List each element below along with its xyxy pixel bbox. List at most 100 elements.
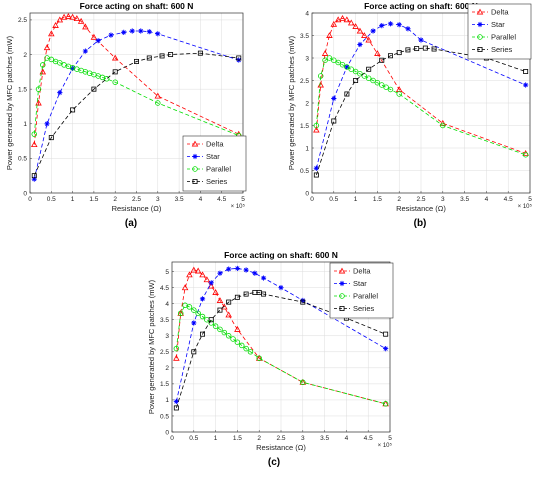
series-series — [173, 289, 389, 411]
x-tick-label: 0.5 — [329, 196, 338, 203]
data-point — [313, 165, 319, 171]
data-point — [300, 299, 306, 305]
y-tick-label: 0.5 — [300, 168, 309, 175]
data-point — [405, 47, 411, 53]
legend-marker — [477, 34, 483, 40]
x-tick-label: 4 — [485, 196, 489, 203]
x-tick-label: 4.5 — [504, 196, 513, 203]
data-point — [221, 329, 228, 336]
legend-entry: Parallel — [491, 33, 516, 42]
data-point — [370, 28, 376, 34]
legend-entry: Star — [491, 20, 505, 29]
data-point — [348, 66, 354, 72]
y-tick-label: 3.5 — [160, 317, 169, 324]
data-point — [203, 276, 211, 283]
data-point — [322, 57, 328, 63]
data-point — [138, 28, 144, 34]
data-point — [361, 32, 368, 38]
x-tick-label: 2 — [113, 196, 117, 203]
x-tick-label: 4 — [199, 196, 203, 203]
data-point — [343, 16, 351, 23]
legend-box — [329, 262, 394, 319]
x-tick-label: 0 — [170, 435, 174, 442]
data-point — [353, 78, 359, 83]
data-point — [313, 122, 320, 129]
data-point — [221, 303, 228, 310]
series-line — [316, 23, 526, 169]
series-line — [316, 47, 526, 176]
data-point — [330, 20, 338, 27]
data-point — [344, 64, 350, 70]
data-point — [217, 326, 223, 333]
data-point — [111, 54, 119, 61]
data-point — [90, 33, 98, 40]
data-point — [234, 325, 241, 332]
data-point — [243, 267, 249, 273]
data-point — [261, 291, 267, 297]
y-tick-label: 2 — [165, 365, 169, 372]
series-line — [33, 57, 239, 136]
data-point — [69, 13, 76, 20]
panel-label: (c) — [268, 457, 280, 468]
data-point — [334, 16, 342, 23]
x-tick-label: 3.5 — [460, 196, 469, 203]
legend-marker — [192, 153, 198, 160]
data-point — [321, 50, 329, 56]
data-point — [326, 32, 333, 38]
data-point — [361, 73, 368, 79]
data-point — [347, 19, 355, 26]
x-tick-label: 1 — [354, 196, 358, 203]
data-point — [35, 86, 42, 92]
chart-title: Force acting on shaft: 600 N — [364, 1, 478, 11]
data-point — [357, 41, 363, 48]
data-point — [234, 294, 240, 300]
x-tick-label: 2.5 — [416, 196, 425, 203]
series-star — [173, 265, 389, 405]
data-point — [159, 53, 165, 59]
data-point — [383, 84, 389, 90]
data-point — [335, 59, 341, 66]
series-series — [31, 50, 242, 179]
series-delta — [173, 266, 389, 407]
x-tick-label: 0.5 — [47, 196, 56, 203]
data-point — [370, 77, 376, 84]
data-point — [194, 267, 202, 274]
legend-marker — [339, 306, 345, 311]
chart-title: Force acting on shaft: 600 N — [224, 250, 338, 260]
data-point — [356, 27, 364, 34]
data-point — [31, 173, 37, 179]
y-tick-label: 0 — [305, 190, 309, 197]
data-point — [405, 26, 411, 32]
y-tick-label: 3 — [165, 333, 169, 340]
data-point — [243, 291, 249, 297]
data-point — [317, 81, 324, 88]
data-point — [225, 311, 232, 318]
data-point — [155, 100, 161, 106]
data-point — [374, 80, 381, 86]
data-point — [243, 345, 249, 352]
x-tick-label: 2.5 — [132, 196, 141, 203]
series-parallel — [173, 302, 389, 407]
x-tick-label: 0.5 — [189, 435, 198, 442]
series-delta — [30, 13, 243, 148]
legend-entry: Series — [353, 304, 375, 313]
x-tick-label: 3.5 — [320, 435, 329, 442]
chart-title: Force acting on shaft: 600 N — [80, 1, 194, 11]
y-tick-label: 1.5 — [18, 86, 27, 93]
data-point — [121, 29, 127, 35]
x-tick-label: 3.5 — [175, 196, 184, 203]
data-point — [357, 71, 363, 77]
data-point — [396, 22, 402, 28]
data-point — [383, 346, 389, 352]
y-tick-label: 1 — [305, 145, 309, 152]
data-point — [186, 304, 193, 310]
y-axis-label: Power generated by MFC patches (mW) — [147, 279, 156, 414]
series-line — [316, 17, 526, 154]
x-tick-label: 3 — [156, 196, 160, 203]
x-axis-exponent: × 10⁵ — [518, 203, 533, 210]
legend-marker — [192, 179, 198, 184]
x-tick-label: 4 — [345, 435, 349, 442]
x-tick-label: 2.5 — [276, 435, 285, 442]
y-axis-label: Power generated by MFC patches (mW) — [287, 35, 296, 170]
data-point — [344, 64, 350, 70]
